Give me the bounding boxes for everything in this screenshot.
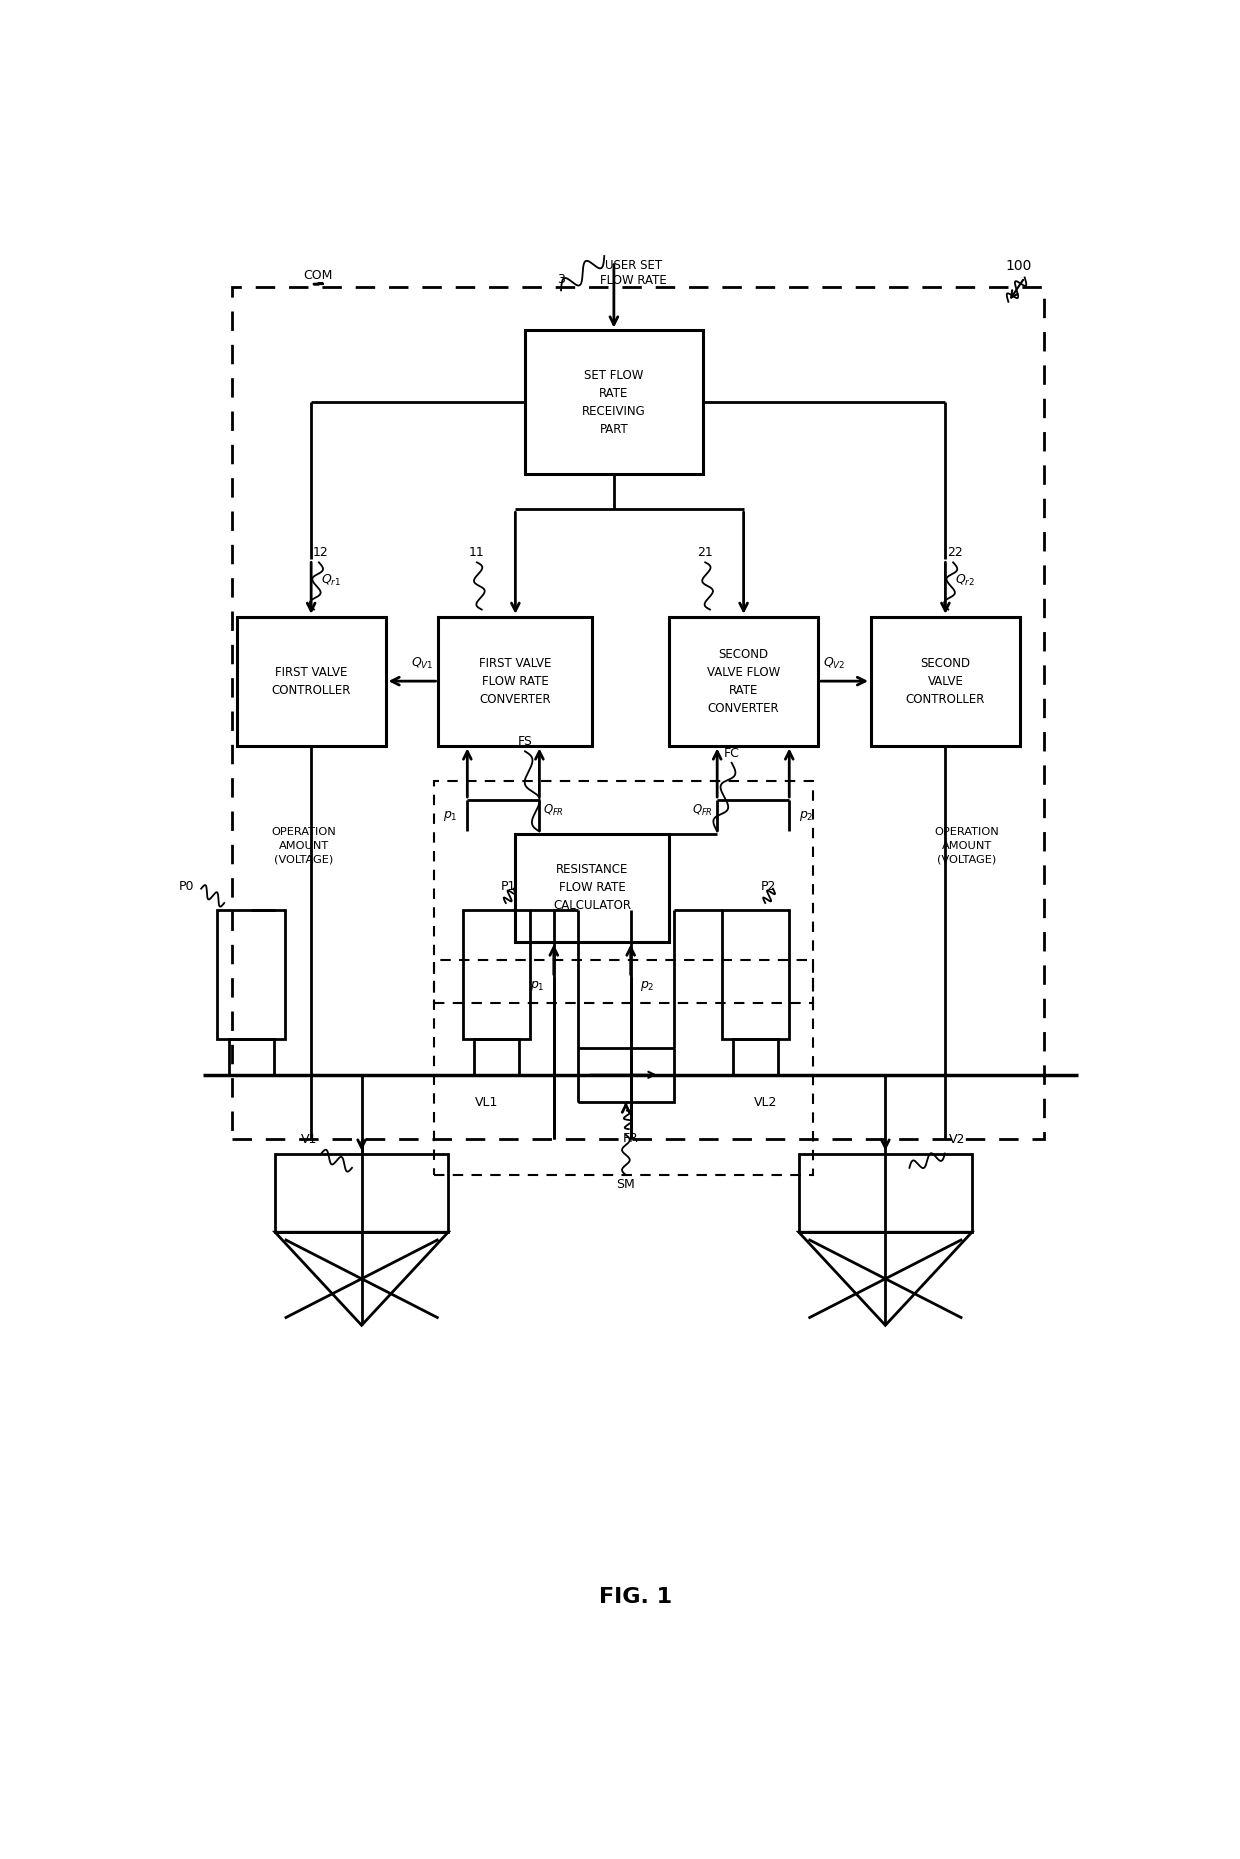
Bar bbox=[217, 911, 285, 1039]
Text: RESISTANCE
FLOW RATE
CALCULATOR: RESISTANCE FLOW RATE CALCULATOR bbox=[553, 863, 631, 913]
Text: COM: COM bbox=[304, 270, 334, 283]
Text: 100: 100 bbox=[1006, 258, 1032, 273]
Text: 3: 3 bbox=[557, 273, 565, 286]
Text: $Q_{V1}$: $Q_{V1}$ bbox=[412, 656, 434, 671]
Text: SECOND
VALVE FLOW
RATE
CONVERTER: SECOND VALVE FLOW RATE CONVERTER bbox=[707, 647, 780, 714]
Text: 11: 11 bbox=[469, 547, 485, 560]
Text: VL2: VL2 bbox=[754, 1097, 777, 1110]
Text: $Q_{FR}$: $Q_{FR}$ bbox=[543, 803, 564, 818]
Text: $p_1$: $p_1$ bbox=[443, 809, 458, 822]
Bar bbox=[578, 1048, 675, 1102]
Text: 21: 21 bbox=[697, 547, 713, 560]
Bar bbox=[228, 1039, 274, 1075]
Bar bbox=[439, 617, 593, 745]
Bar bbox=[733, 1039, 777, 1075]
Bar bbox=[434, 781, 813, 1004]
Text: V1: V1 bbox=[300, 1134, 317, 1147]
Text: SECOND
VALVE
CONTROLLER: SECOND VALVE CONTROLLER bbox=[905, 656, 985, 706]
Text: $p_1$: $p_1$ bbox=[529, 980, 544, 993]
Bar bbox=[463, 911, 529, 1039]
Bar bbox=[275, 1153, 448, 1233]
Text: FIRST VALVE
FLOW RATE
CONVERTER: FIRST VALVE FLOW RATE CONVERTER bbox=[479, 656, 552, 706]
Text: SM: SM bbox=[616, 1179, 635, 1192]
Text: USER SET
FLOW RATE: USER SET FLOW RATE bbox=[600, 258, 666, 286]
Text: FIRST VALVE
CONTROLLER: FIRST VALVE CONTROLLER bbox=[272, 666, 351, 697]
Text: 12: 12 bbox=[312, 547, 329, 560]
Bar bbox=[237, 617, 386, 745]
Text: $p_2$: $p_2$ bbox=[640, 980, 655, 993]
Text: OPERATION
AMOUNT
(VOLTAGE): OPERATION AMOUNT (VOLTAGE) bbox=[935, 827, 999, 864]
Text: FC: FC bbox=[724, 747, 739, 760]
Text: V2: V2 bbox=[950, 1134, 966, 1147]
Text: $p_2$: $p_2$ bbox=[799, 809, 813, 822]
Text: 22: 22 bbox=[947, 547, 963, 560]
Text: VL1: VL1 bbox=[475, 1097, 498, 1110]
Text: P2: P2 bbox=[760, 879, 776, 892]
Text: $Q_{V2}$: $Q_{V2}$ bbox=[823, 656, 846, 671]
Text: FR: FR bbox=[622, 1132, 639, 1145]
Text: P1: P1 bbox=[501, 879, 516, 892]
Text: FS: FS bbox=[517, 736, 532, 749]
Text: FIG. 1: FIG. 1 bbox=[599, 1588, 672, 1608]
Bar bbox=[799, 1153, 972, 1233]
Bar bbox=[722, 911, 789, 1039]
Bar bbox=[232, 288, 1044, 1140]
Bar bbox=[525, 331, 703, 474]
Bar bbox=[670, 617, 818, 745]
Bar bbox=[434, 961, 813, 1175]
Text: SET FLOW
RATE
RECEIVING
PART: SET FLOW RATE RECEIVING PART bbox=[582, 368, 646, 435]
Bar bbox=[516, 835, 670, 943]
Text: P0: P0 bbox=[179, 879, 195, 892]
Text: $Q_{r2}$: $Q_{r2}$ bbox=[955, 573, 975, 589]
Text: OPERATION
AMOUNT
(VOLTAGE): OPERATION AMOUNT (VOLTAGE) bbox=[272, 827, 336, 864]
Bar bbox=[870, 617, 1021, 745]
Text: $Q_{r1}$: $Q_{r1}$ bbox=[321, 573, 341, 589]
Text: $Q_{FR}$: $Q_{FR}$ bbox=[692, 803, 713, 818]
Bar bbox=[474, 1039, 518, 1075]
